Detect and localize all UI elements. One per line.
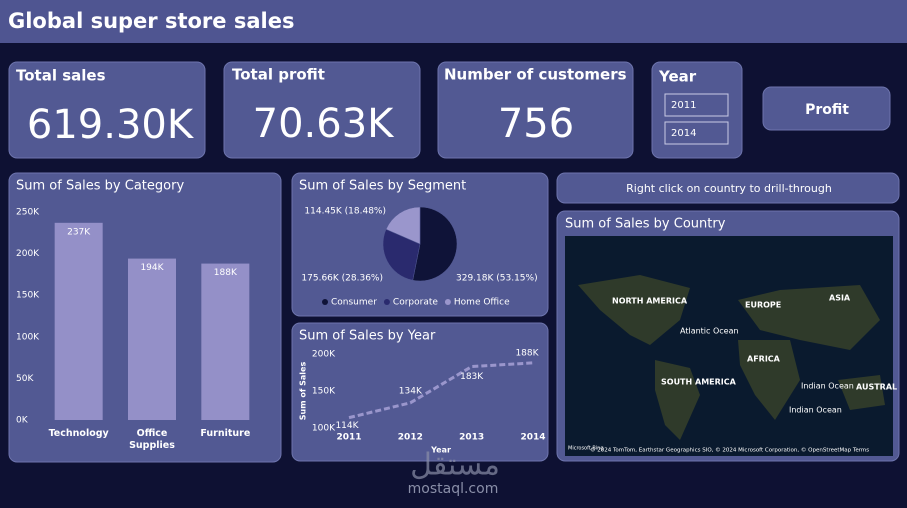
legend-label: Consumer <box>331 298 377 308</box>
data-label: 237K <box>67 227 91 237</box>
land <box>738 285 880 350</box>
y-tick-label: 200K <box>312 350 336 360</box>
data-label: 329.18K (53.15%) <box>456 274 538 284</box>
pie-slice <box>385 206 421 245</box>
land <box>838 375 885 410</box>
y-tick-label: 100K <box>312 424 336 434</box>
y-tick-label: 0K <box>16 416 29 426</box>
land <box>578 275 885 440</box>
y-tick-label: 50K <box>16 374 34 384</box>
line <box>348 361 534 420</box>
watermark: mostaql.com <box>408 481 499 497</box>
map-label: AFRICA <box>747 355 781 364</box>
legend-label: Corporate <box>393 298 438 308</box>
pie-slice <box>412 206 458 282</box>
hint: Right click on country to drill-through <box>626 182 832 195</box>
x-tick-label: 2011 <box>336 433 361 443</box>
map-label: AUSTRAL <box>856 383 897 392</box>
data-label: 188K <box>214 268 238 278</box>
pie-slice <box>382 228 421 281</box>
x-tick-label: 2012 <box>398 433 423 443</box>
slicer-input[interactable] <box>664 121 729 145</box>
bar <box>201 263 250 420</box>
y-tick-label: 250K <box>16 208 40 218</box>
data-label: 194K <box>140 263 164 273</box>
legend-label: Home Office <box>454 298 510 308</box>
land <box>738 340 800 420</box>
legend-dot <box>444 299 451 305</box>
map-attribution: © 2024 TomTom, Earthstar Geographics SIO… <box>590 447 869 454</box>
x-tick-label: Office Supplies <box>129 428 175 451</box>
chart-title: Sum of Sales by Country <box>565 217 726 232</box>
chart-title: Sum of Sales by Year <box>299 329 436 344</box>
map-label: EUROPE <box>745 301 781 310</box>
map-label: ASIA <box>829 294 851 303</box>
map-label: Indian Ocean <box>789 406 842 415</box>
card-label: Total sales <box>16 67 106 85</box>
y-tick-label: 100K <box>16 332 40 342</box>
map-label: Indian Ocean <box>801 382 854 391</box>
legend-dot <box>383 299 390 305</box>
x-tick-label: 2014 <box>520 433 545 443</box>
bar <box>54 222 103 420</box>
page-title: Global super store sales <box>8 9 294 33</box>
y-tick-label: 150K <box>16 291 40 301</box>
x-tick-label-box: Technology <box>48 428 109 439</box>
land <box>655 360 700 440</box>
x-tick-label: Furniture <box>200 428 251 439</box>
header-bar <box>0 0 907 43</box>
land <box>578 275 690 345</box>
x-tick-label-box: Furniture <box>200 428 251 439</box>
map-label: Atlantic Ocean <box>680 327 739 336</box>
hint-panel <box>556 172 900 204</box>
profit-button[interactable] <box>762 86 891 131</box>
slicer-to[interactable]: 2014 <box>671 128 696 139</box>
x-tick-label: Technology <box>48 428 109 439</box>
x-tick-label-box: Office Supplies <box>129 428 175 451</box>
data-label: 183K <box>460 372 484 382</box>
y-tick-label: 200K <box>16 249 40 259</box>
card <box>8 61 206 159</box>
card <box>223 61 421 159</box>
chart-title: Sum of Sales by Category <box>16 179 184 194</box>
bar <box>128 258 176 420</box>
y-axis-label: Sum of Sales <box>299 362 308 421</box>
button-label[interactable]: Profit <box>805 102 849 118</box>
data-label: 114.45K (18.48%) <box>304 207 386 217</box>
map-label: NORTH AMERICA <box>612 297 688 306</box>
legend-dot <box>322 299 328 305</box>
card-label: Total profit <box>232 66 325 84</box>
slicer-label: Year <box>658 68 697 86</box>
data-label: 175.66K (28.36%) <box>301 274 383 284</box>
map-brand: Microsoft Bing <box>568 446 604 452</box>
map-label: SOUTH AMERICA <box>661 378 737 387</box>
data-label: 134K <box>399 386 423 396</box>
slicer-input[interactable] <box>664 93 729 117</box>
data-label: 188K <box>515 348 539 358</box>
data-label: 114K <box>335 421 359 431</box>
panel <box>291 322 549 462</box>
watermark: مستقل <box>410 448 500 483</box>
x-tick-label: 2013 <box>459 433 484 443</box>
x-axis-label: Year <box>430 446 451 455</box>
card-value: 756 <box>498 101 574 147</box>
slicer <box>651 61 743 159</box>
slicer-from[interactable]: 2011 <box>671 100 696 111</box>
card <box>437 61 634 159</box>
chart-title: Sum of Sales by Segment <box>299 179 466 194</box>
card-value: 70.63K <box>253 101 396 147</box>
card-label: Number of customers <box>444 66 627 84</box>
card-value: 619.30K <box>27 102 195 148</box>
y-tick-label: 150K <box>312 387 336 397</box>
